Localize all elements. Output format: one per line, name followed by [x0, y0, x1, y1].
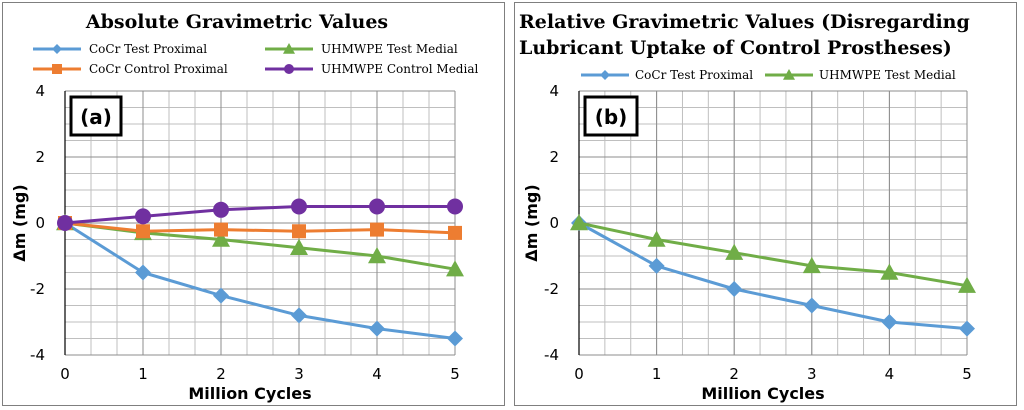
- chart-b-series-1: [570, 214, 976, 293]
- chart-a-x-tick-2: 2: [216, 365, 226, 383]
- chart-a-x-tick-3: 3: [294, 365, 304, 383]
- chart-a-series-3-point-5: [447, 198, 463, 215]
- chart-b-x-tick-1: 1: [652, 365, 662, 383]
- chart-a-y-tick-2: 0: [35, 214, 45, 232]
- chart-a-legend-marker-3: [284, 64, 294, 74]
- chart-a-series-0-line: [64, 221, 456, 340]
- chart-a-series-0-point-1: [135, 264, 151, 281]
- chart-b-series-1-line: [578, 221, 968, 288]
- chart-a-series-2-point-4: [370, 222, 384, 237]
- chart-a-y-tick-0: -4: [30, 346, 45, 364]
- chart-b-gridlines: [578, 90, 968, 356]
- chart-a-series-0-point-2: [213, 287, 229, 304]
- chart-a-series-2-point-5: [448, 225, 462, 240]
- chart-b-y-axis-label: Δm (mg): [522, 184, 541, 261]
- chart-a-svg: Absolute Gravimetric Values CoCr Test Pro…: [10, 11, 478, 403]
- chart-b-svg: Relative Gravimetric Values (Disregardin…: [519, 11, 976, 403]
- chart-a-legend-item-1: UHMWPE Test Medial: [265, 42, 458, 56]
- chart-b-y-tick-2: 0: [549, 214, 559, 232]
- chart-b-y-tick-0: -4: [544, 346, 559, 364]
- chart-b-panel-label: (b): [595, 105, 628, 129]
- chart-a-x-tick-4: 4: [372, 365, 382, 383]
- chart-a-panel-tag: (a): [69, 95, 123, 137]
- chart-b-legend-label-1: UHMWPE Test Medial: [819, 68, 956, 82]
- chart-b-title-line-0: Relative Gravimetric Values (Disregardin…: [519, 11, 970, 33]
- chart-a-legend-marker-0: [52, 44, 62, 54]
- chart-a-series-2-point-2: [214, 222, 228, 237]
- chart-a-legend-marker-1: [283, 43, 295, 54]
- chart-a-series-0-point-5: [447, 330, 463, 347]
- chart-a-legend-label-0: CoCr Test Proximal: [89, 42, 207, 56]
- chart-b-series-1-point-2: [725, 243, 744, 260]
- chart-a-legend-item-2: CoCr Control Proximal: [33, 62, 228, 76]
- chart-a-series-0-point-4: [369, 320, 385, 337]
- chart-a-series-1-point-3: [290, 238, 308, 255]
- chart-panel-a: Absolute Gravimetric Values CoCr Test Pro…: [2, 2, 505, 406]
- chart-b-legend-label-0: CoCr Test Proximal: [635, 68, 753, 82]
- chart-b-x-tick-3: 3: [807, 365, 817, 383]
- chart-b-series-0-line: [578, 221, 968, 331]
- chart-a-y-tick-4: 4: [35, 82, 45, 100]
- chart-a-series-1-point-4: [368, 247, 386, 264]
- chart-a-x-axis-label: Million Cycles: [188, 384, 311, 403]
- chart-a-legend-item-0: CoCr Test Proximal: [33, 42, 207, 56]
- chart-a-series-3-point-4: [369, 198, 385, 215]
- chart-a-series-0-point-3: [291, 307, 307, 324]
- chart-b-x-tick-0: 0: [574, 365, 584, 383]
- chart-b-legend-item-0: CoCr Test Proximal: [581, 68, 753, 82]
- chart-a-series-1-point-5: [446, 260, 464, 277]
- chart-a-legend-marker-2: [52, 64, 62, 74]
- chart-a-series-2-line: [64, 221, 456, 235]
- chart-a-legend-label-2: CoCr Control Proximal: [89, 62, 228, 76]
- chart-a-legend-label-3: UHMWPE Control Medial: [321, 62, 478, 76]
- chart-b-series-1-point-4: [880, 263, 899, 280]
- chart-a-series-2-point-3: [292, 224, 306, 239]
- chart-b-panel-tag: (b): [583, 95, 639, 137]
- chart-b-series-0-point-3: [803, 297, 820, 314]
- chart-a-series-3-point-2: [213, 201, 229, 218]
- chart-a-series-1-point-2: [212, 230, 230, 247]
- chart-b-series-0-point-2: [726, 281, 743, 297]
- chart-a-legend-label-1: UHMWPE Test Medial: [321, 42, 458, 56]
- chart-a-series-3-point-0: [57, 215, 73, 231]
- chart-b-legend-item-1: UHMWPE Test Medial: [765, 68, 956, 82]
- chart-b-title-line-1: Lubricant Uptake of Control Prostheses): [519, 37, 952, 59]
- chart-b-series-0-point-1: [648, 257, 665, 274]
- chart-a-series-3: [57, 198, 463, 231]
- chart-b-series-1-point-1: [647, 230, 666, 247]
- chart-a-series-0: [57, 215, 463, 347]
- chart-a-series-2-point-1: [136, 224, 150, 239]
- chart-a-series-3-line: [64, 205, 455, 225]
- chart-a-gridlines: [64, 90, 456, 356]
- chart-a-series-3-point-1: [135, 208, 151, 225]
- chart-a-title-line-0: Absolute Gravimetric Values: [85, 11, 388, 33]
- chart-a-x-tick-1: 1: [138, 365, 148, 383]
- chart-b-series-1-point-0: [570, 214, 588, 231]
- chart-a-panel-label: (a): [80, 105, 112, 129]
- chart-a-legend-item-3: UHMWPE Control Medial: [265, 62, 478, 76]
- chart-b-y-tick-1: -2: [544, 280, 559, 298]
- chart-b-series-0-point-4: [881, 314, 898, 330]
- chart-b-x-tick-4: 4: [885, 365, 895, 383]
- chart-a-y-tick-3: 2: [35, 148, 45, 166]
- chart-b-y-tick-3: 2: [549, 148, 559, 166]
- chart-b-series-0-point-5: [959, 320, 975, 337]
- chart-panel-b: Relative Gravimetric Values (Disregardin…: [514, 2, 1017, 406]
- chart-a-series-3-point-3: [291, 198, 307, 215]
- chart-b-x-axis-label: Million Cycles: [701, 384, 824, 403]
- chart-b-series-1-point-3: [802, 256, 821, 274]
- chart-b-series-1-point-5: [958, 276, 976, 293]
- chart-a-y-axis-label: Δm (mg): [10, 184, 29, 261]
- chart-a-x-tick-0: 0: [60, 365, 70, 383]
- chart-b-y-tick-4: 4: [549, 82, 559, 100]
- chart-b-legend-marker-0: [600, 70, 610, 80]
- chart-b-x-tick-2: 2: [729, 365, 739, 383]
- chart-b-legend-marker-1: [783, 69, 795, 80]
- chart-b-x-tick-5: 5: [962, 365, 972, 383]
- chart-a-y-tick-1: -2: [30, 280, 45, 298]
- chart-a-x-tick-5: 5: [450, 365, 460, 383]
- chart-b-series-0: [571, 215, 975, 337]
